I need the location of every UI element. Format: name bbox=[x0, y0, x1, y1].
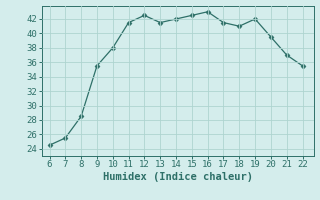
X-axis label: Humidex (Indice chaleur): Humidex (Indice chaleur) bbox=[103, 172, 252, 182]
